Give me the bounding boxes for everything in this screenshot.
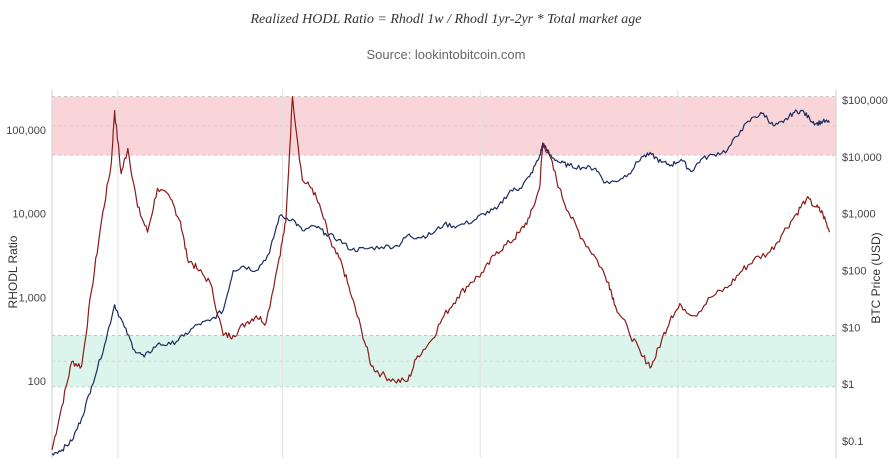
right-tick-label: $100 [842,265,866,277]
left-tick-label: 100,000 [6,125,46,137]
right-tick-label: $10 [842,322,860,334]
series-btc-price [51,109,830,456]
right-axis-ticks: $0.1 $1 $10 $100 $1,000 $10,000 $100,000 [842,95,888,448]
chart-source: Source: lookintobitcoin.com [366,47,526,62]
grid-layer [51,90,837,458]
right-axis-title: BTC Price (USD) [869,232,883,323]
series-rhodl-ratio [51,96,830,451]
right-tick-label: $10,000 [842,152,882,164]
left-tick-label: 100 [28,376,46,388]
chart-subtitle: Realized HODL Ratio = Rhodl 1w / Rhodl 1… [250,12,642,27]
left-tick-label: 1,000 [18,292,46,304]
right-tick-label: $1 [842,379,854,391]
band-layer [52,96,836,388]
right-tick-label: $1,000 [842,209,876,221]
left-axis-ticks: 100 1,000 10,000 100,000 [6,125,46,388]
right-tick-label: $100,000 [842,95,888,107]
right-tick-label: $0.1 [842,436,863,448]
left-axis-title: RHODL Ratio [6,235,20,308]
series-layer [51,96,830,456]
left-tick-label: 10,000 [12,209,46,221]
